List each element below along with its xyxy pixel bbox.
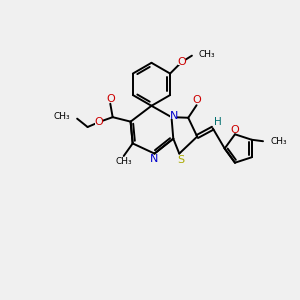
FancyBboxPatch shape <box>178 157 184 163</box>
Text: CH₃: CH₃ <box>199 50 215 58</box>
Text: O: O <box>106 94 115 103</box>
FancyBboxPatch shape <box>95 118 102 124</box>
FancyBboxPatch shape <box>151 156 158 162</box>
FancyBboxPatch shape <box>193 97 200 103</box>
Text: O: O <box>94 117 103 127</box>
Text: CH₃: CH₃ <box>116 157 132 166</box>
Text: O: O <box>177 57 186 67</box>
Text: CH₃: CH₃ <box>271 137 287 146</box>
Text: O: O <box>231 125 239 135</box>
Text: S: S <box>177 154 184 165</box>
FancyBboxPatch shape <box>107 96 114 102</box>
FancyBboxPatch shape <box>232 127 238 133</box>
Text: O: O <box>192 95 201 105</box>
FancyBboxPatch shape <box>170 113 178 118</box>
FancyBboxPatch shape <box>178 59 185 65</box>
Text: N: N <box>170 111 178 121</box>
Text: H: H <box>214 117 221 127</box>
Text: CH₃: CH₃ <box>54 112 70 122</box>
Text: N: N <box>150 154 159 164</box>
